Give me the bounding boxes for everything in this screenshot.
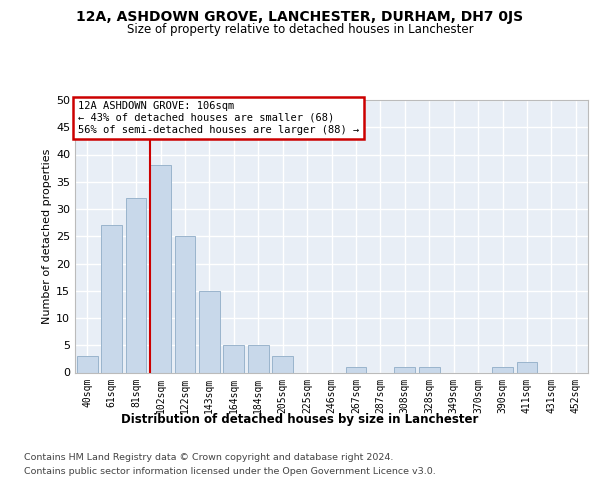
Bar <box>175 236 196 372</box>
Bar <box>346 367 367 372</box>
Bar <box>223 345 244 372</box>
Bar <box>77 356 98 372</box>
Y-axis label: Number of detached properties: Number of detached properties <box>42 148 52 324</box>
Bar <box>125 198 146 372</box>
Bar <box>419 367 440 372</box>
Text: Distribution of detached houses by size in Lanchester: Distribution of detached houses by size … <box>121 412 479 426</box>
Bar <box>394 367 415 372</box>
Text: Contains public sector information licensed under the Open Government Licence v3: Contains public sector information licen… <box>24 468 436 476</box>
Bar <box>248 345 269 372</box>
Bar <box>199 291 220 372</box>
Bar <box>272 356 293 372</box>
Text: 12A ASHDOWN GROVE: 106sqm
← 43% of detached houses are smaller (68)
56% of semi-: 12A ASHDOWN GROVE: 106sqm ← 43% of detac… <box>77 102 359 134</box>
Text: Contains HM Land Registry data © Crown copyright and database right 2024.: Contains HM Land Registry data © Crown c… <box>24 452 394 462</box>
Bar <box>517 362 538 372</box>
Bar <box>492 367 513 372</box>
Bar <box>101 226 122 372</box>
Text: Size of property relative to detached houses in Lanchester: Size of property relative to detached ho… <box>127 22 473 36</box>
Text: 12A, ASHDOWN GROVE, LANCHESTER, DURHAM, DH7 0JS: 12A, ASHDOWN GROVE, LANCHESTER, DURHAM, … <box>76 10 524 24</box>
Bar <box>150 166 171 372</box>
